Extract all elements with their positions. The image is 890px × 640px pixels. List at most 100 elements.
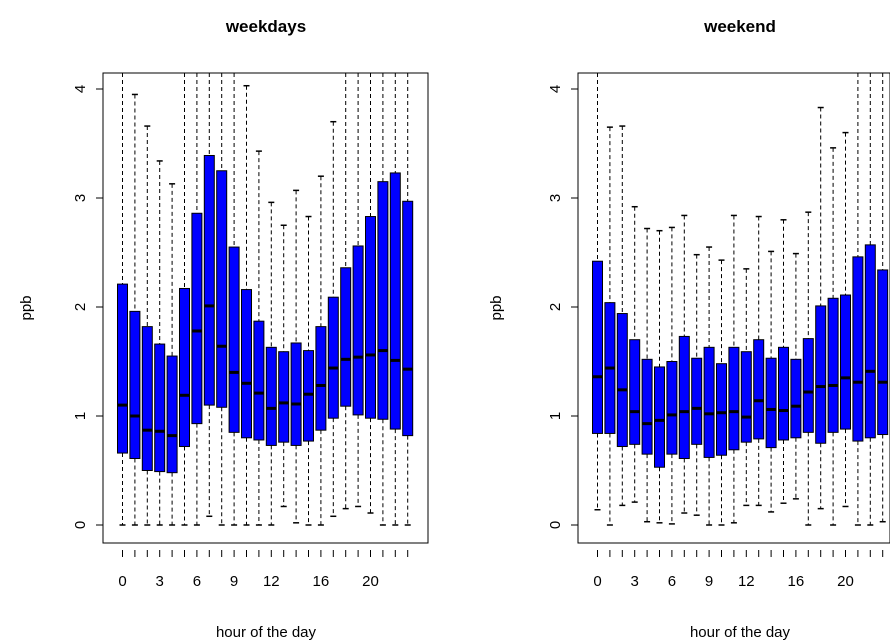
iqr-box <box>352 245 364 416</box>
x-tick-label: 20 <box>837 573 854 590</box>
iqr-box <box>877 269 889 436</box>
iqr-box <box>166 355 178 474</box>
box-hour-3 <box>154 160 166 526</box>
iqr-box <box>778 346 789 441</box>
box-hour-17 <box>802 211 814 526</box>
iqr-box <box>616 313 628 448</box>
iqr-box <box>592 260 603 434</box>
iqr-box <box>740 351 752 443</box>
iqr-box <box>691 357 703 445</box>
iqr-box <box>154 343 166 473</box>
box-hour-14 <box>765 250 777 513</box>
y-tick-label: 4 <box>72 85 89 93</box>
chart-title: weekdays <box>225 17 306 36</box>
box-hour-4 <box>166 183 178 526</box>
y-tick-label: 0 <box>547 521 564 529</box>
chart-title: weekend <box>703 17 776 36</box>
box-hour-10 <box>716 259 727 526</box>
x-tick-label: 3 <box>156 573 164 590</box>
box-hour-12 <box>265 201 277 526</box>
iqr-box <box>179 287 190 448</box>
box-hour-8 <box>216 73 228 526</box>
iqr-box <box>827 297 839 433</box>
box-hour-1 <box>129 93 141 526</box>
iqr-box <box>802 338 814 433</box>
box-hour-20 <box>365 73 376 514</box>
x-tick-label: 16 <box>313 573 330 590</box>
box-layer <box>117 73 414 526</box>
box-hour-11 <box>253 150 265 526</box>
box-hour-6 <box>191 73 203 526</box>
iqr-box <box>629 339 641 445</box>
box-hour-15 <box>303 215 314 526</box>
iqr-box <box>315 326 327 431</box>
iqr-box <box>117 283 128 454</box>
x-tick-label: 3 <box>631 573 639 590</box>
box-hour-17 <box>327 120 339 518</box>
iqr-box <box>203 154 215 406</box>
box-hour-3 <box>629 205 641 503</box>
iqr-box <box>129 310 141 460</box>
box-hour-14 <box>290 189 302 524</box>
box-hour-6 <box>666 226 678 525</box>
iqr-box <box>303 350 314 442</box>
box-hour-5 <box>654 229 665 524</box>
plot-frame <box>577 72 890 544</box>
iqr-box <box>265 346 277 446</box>
iqr-box <box>327 296 339 419</box>
iqr-box <box>191 212 203 425</box>
iqr-box <box>216 170 228 408</box>
x-tick-label: 16 <box>788 573 805 590</box>
plot-frame <box>102 72 429 544</box>
iqr-box <box>765 357 777 449</box>
box-hour-2 <box>141 125 153 526</box>
iqr-box <box>377 181 389 420</box>
x-tick-label: 0 <box>118 573 126 590</box>
box-hour-16 <box>790 252 802 500</box>
iqr-box <box>340 267 352 407</box>
box-hour-5 <box>179 73 190 526</box>
box-hour-13 <box>278 224 290 508</box>
x-tick-label: 6 <box>668 573 676 590</box>
y-tick-label: 0 <box>72 521 89 529</box>
box-hour-20 <box>840 131 851 508</box>
box-hour-21 <box>852 73 864 526</box>
iqr-box <box>840 294 851 430</box>
box-hour-8 <box>691 253 703 516</box>
iqr-box <box>290 342 302 446</box>
y-tick-label: 3 <box>72 194 89 202</box>
box-hour-10 <box>241 84 252 526</box>
box-hour-19 <box>352 73 364 508</box>
box-hour-13 <box>753 215 765 507</box>
y-tick-label: 1 <box>547 412 564 420</box>
y-axis-label: ppb <box>18 295 35 320</box>
iqr-box <box>790 358 802 439</box>
iqr-box <box>678 335 690 460</box>
box-hour-4 <box>641 227 653 523</box>
box-hour-22 <box>389 73 401 526</box>
box-hour-9 <box>703 246 715 526</box>
iqr-box <box>716 363 727 456</box>
box-hour-15 <box>778 219 789 504</box>
iqr-box <box>141 326 153 471</box>
iqr-box <box>703 346 715 458</box>
x-tick-label: 0 <box>593 573 601 590</box>
iqr-box <box>641 358 653 455</box>
x-axis-label: hour of the day <box>216 624 317 640</box>
box-hour-23 <box>877 73 889 523</box>
x-tick-label: 12 <box>738 573 755 590</box>
box-hour-23 <box>402 73 414 526</box>
x-tick-label: 9 <box>705 573 713 590</box>
box-hour-22 <box>864 73 876 526</box>
iqr-box <box>666 361 678 455</box>
box-hour-1 <box>604 126 616 526</box>
box-hour-19 <box>827 147 839 526</box>
x-tick-label: 9 <box>230 573 238 590</box>
box-hour-7 <box>203 73 215 518</box>
iqr-box <box>278 351 290 443</box>
box-hour-16 <box>315 175 327 526</box>
y-tick-label: 1 <box>72 412 89 420</box>
